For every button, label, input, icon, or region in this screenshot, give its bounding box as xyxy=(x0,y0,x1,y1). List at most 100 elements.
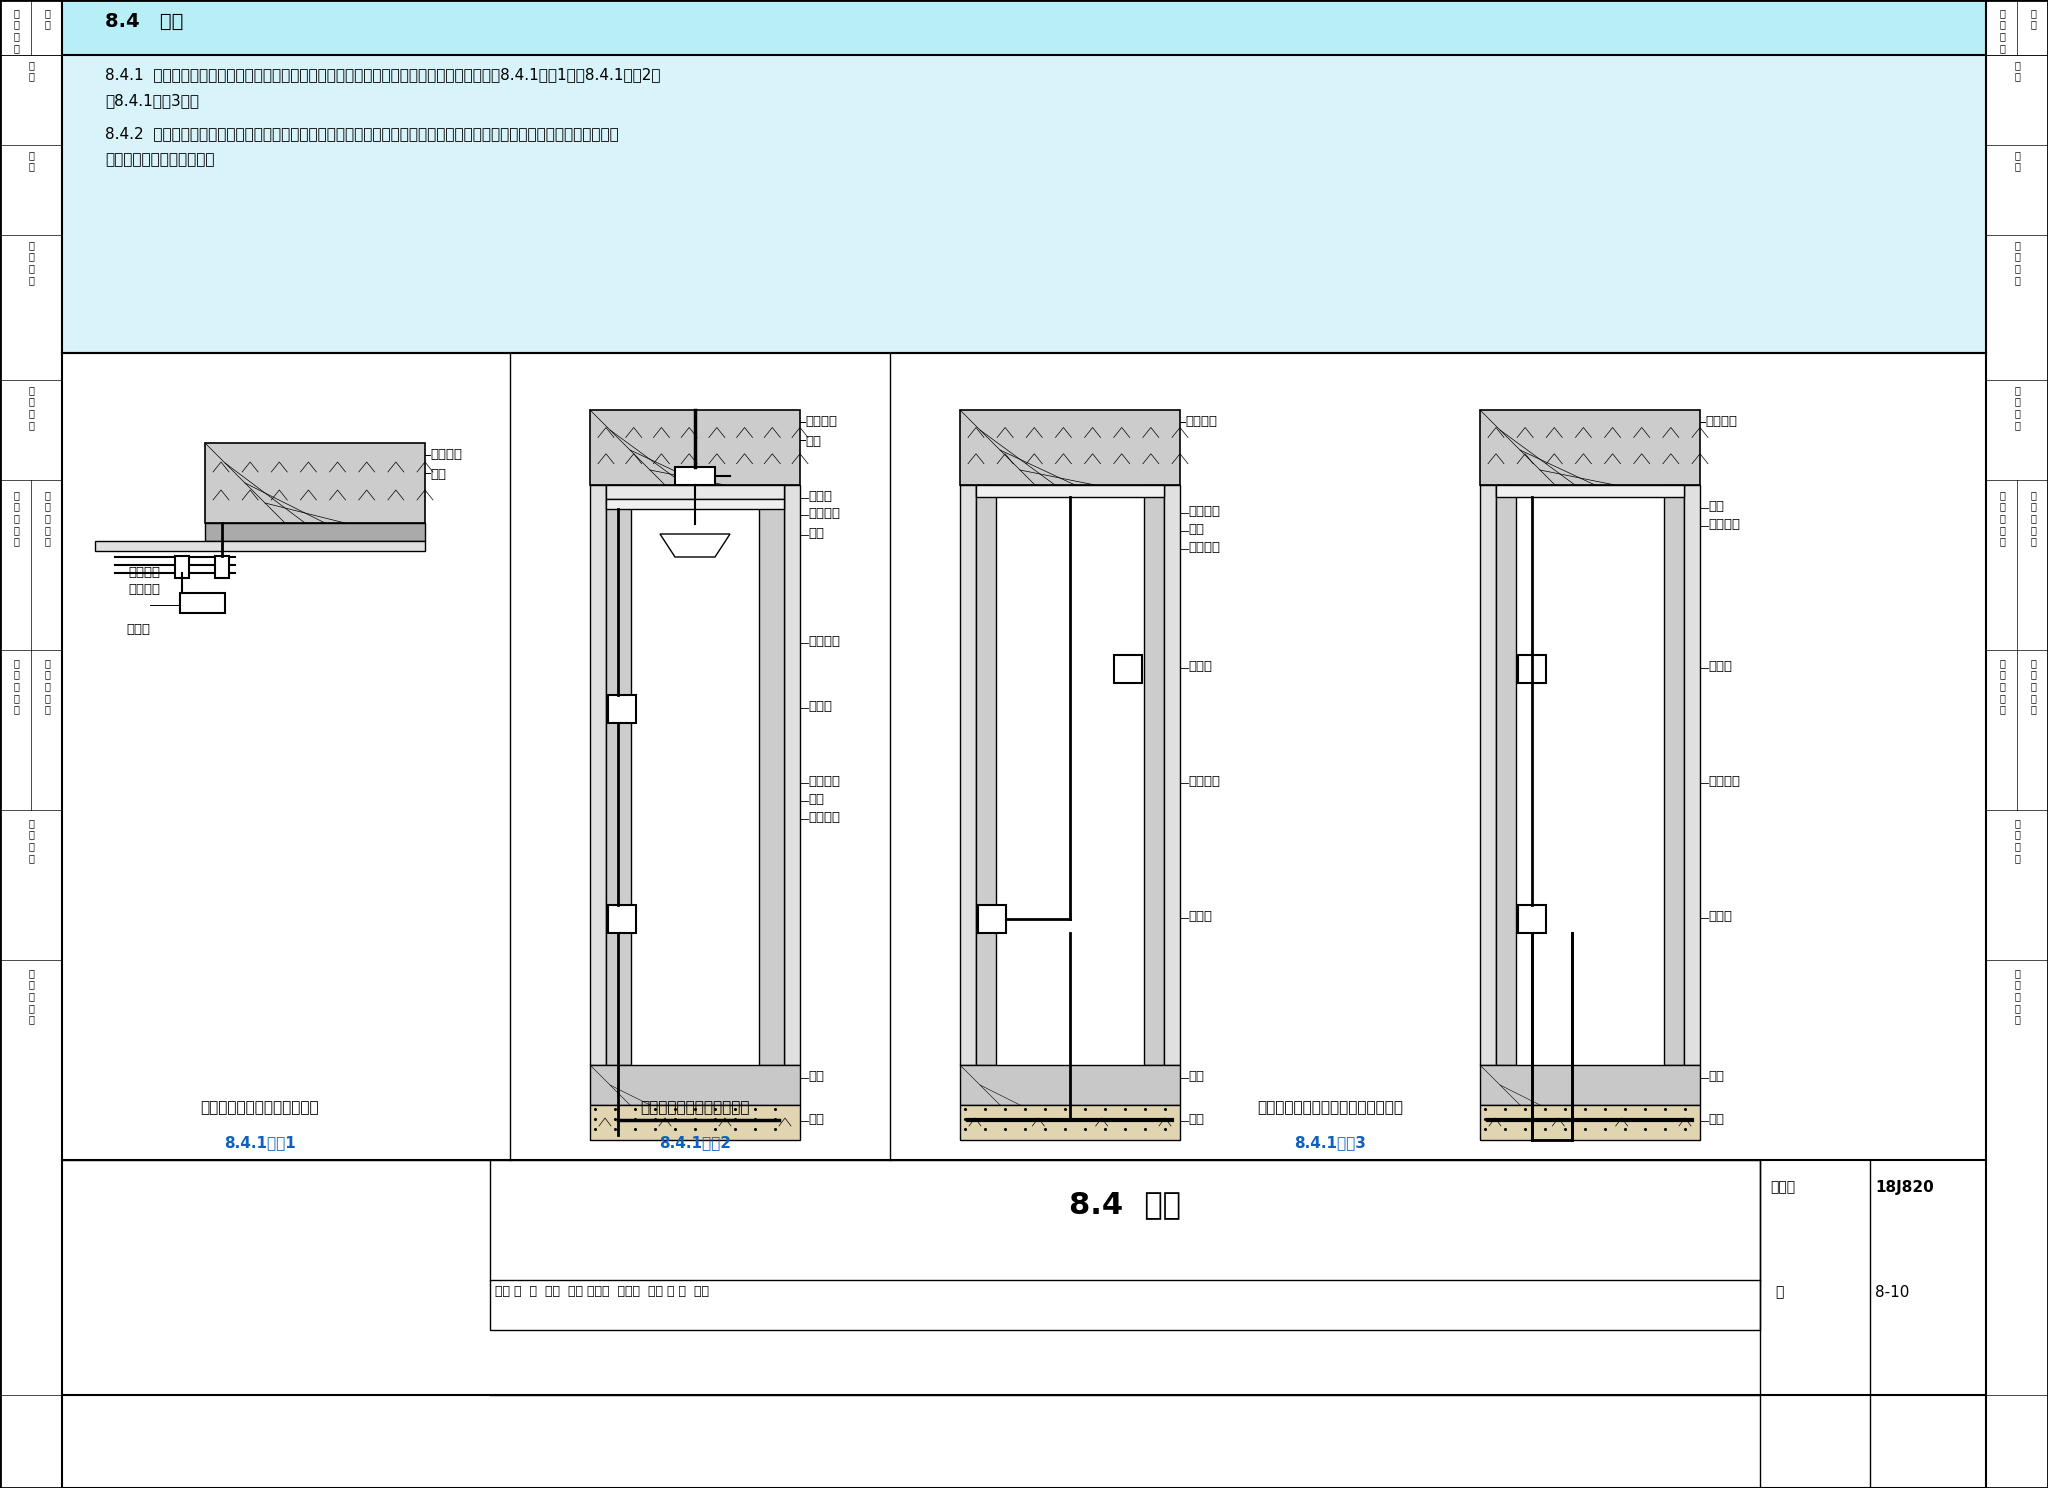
Text: 8-10: 8-10 xyxy=(1876,1286,1909,1301)
Text: 龙骨: 龙骨 xyxy=(809,793,823,806)
Text: 吊顶面板: 吊顶面板 xyxy=(129,583,160,597)
Bar xyxy=(205,443,426,522)
Text: 接线盒: 接线盒 xyxy=(1708,911,1733,923)
Bar xyxy=(784,485,801,1065)
Text: 审核 王  炜  工叶  校对 藤志刚  孙本钢  设计 赵 蕾  长星: 审核 王 炜 工叶 校对 藤志刚 孙本钢 设计 赵 蕾 长星 xyxy=(496,1286,709,1298)
Text: 8.4  电气: 8.4 电气 xyxy=(1069,1190,1182,1219)
Text: 【8.4.1图示3】。: 【8.4.1图示3】。 xyxy=(104,94,199,109)
Text: 建
筑
设
计: 建 筑 设 计 xyxy=(29,385,35,430)
Text: 地板: 地板 xyxy=(1188,1070,1204,1083)
Text: 隔墙面板: 隔墙面板 xyxy=(1188,504,1221,518)
Bar xyxy=(1987,0,2048,1488)
Text: 叠合楼板: 叠合楼板 xyxy=(1706,415,1737,429)
Text: 基
本
规
定: 基 本 规 定 xyxy=(2013,240,2019,284)
Text: 垫层: 垫层 xyxy=(1188,1113,1204,1126)
Bar xyxy=(676,467,715,485)
Bar xyxy=(94,542,426,551)
Text: 隔墙空腔: 隔墙空腔 xyxy=(1708,518,1741,531)
Bar xyxy=(1145,485,1163,1065)
Text: 叠合楼板: 叠合楼板 xyxy=(805,415,838,429)
Bar xyxy=(606,485,631,1065)
Bar xyxy=(1683,485,1700,1065)
Text: 隔墙空腔: 隔墙空腔 xyxy=(1188,542,1221,554)
Text: 连接管路: 连接管路 xyxy=(809,635,840,647)
Text: 垫层: 垫层 xyxy=(809,1113,823,1126)
Text: 8.4.1图示3: 8.4.1图示3 xyxy=(1294,1135,1366,1150)
Text: 面板内不应采用直敷布线。: 面板内不应采用直敷布线。 xyxy=(104,152,215,167)
Bar xyxy=(1481,1065,1700,1106)
Text: 垫层: 垫层 xyxy=(1708,1113,1724,1126)
Bar xyxy=(205,522,426,542)
Text: 地板: 地板 xyxy=(1708,1070,1724,1083)
Bar xyxy=(961,485,977,1065)
Text: 编
制
说
明: 编 制 说 明 xyxy=(12,7,18,52)
Text: 基
本
规
定: 基 本 规 定 xyxy=(29,240,35,284)
Text: 目
录: 目 录 xyxy=(45,7,49,30)
Text: 术
语: 术 语 xyxy=(29,150,35,171)
Text: 接线盒: 接线盒 xyxy=(1188,911,1212,923)
Text: 龙骨: 龙骨 xyxy=(1188,522,1204,536)
Text: 建
筑
内
装
体: 建 筑 内 装 体 xyxy=(1999,658,2005,714)
Text: 接线盒: 接线盒 xyxy=(809,699,831,713)
Text: 设
备
及
管
线: 设 备 及 管 线 xyxy=(29,969,35,1024)
Bar xyxy=(608,695,637,723)
Text: 照明管路: 照明管路 xyxy=(129,565,160,579)
Text: 目
录: 目 录 xyxy=(2030,7,2036,30)
Text: 总
则: 总 则 xyxy=(29,60,35,82)
Bar xyxy=(961,411,1180,485)
Bar xyxy=(180,594,225,613)
Text: 吊顶面板: 吊顶面板 xyxy=(809,507,840,519)
Bar xyxy=(590,1106,801,1140)
Text: 龙骨: 龙骨 xyxy=(1708,500,1724,513)
Bar xyxy=(1481,485,1495,1065)
Text: 编
制
说
明: 编 制 说 明 xyxy=(1999,7,2005,52)
Bar xyxy=(961,1106,1180,1140)
Bar xyxy=(590,411,801,485)
Bar xyxy=(489,1161,1759,1330)
Text: 连接管路: 连接管路 xyxy=(1708,775,1741,789)
Text: 与
内
装
部
品: 与 内 装 部 品 xyxy=(45,658,49,714)
Polygon shape xyxy=(659,534,729,557)
Bar xyxy=(61,55,1987,353)
Bar xyxy=(760,485,784,1065)
Bar xyxy=(1495,485,1683,497)
Bar xyxy=(1163,485,1180,1065)
Bar xyxy=(977,485,995,1065)
Text: 总
则: 总 则 xyxy=(2013,60,2019,82)
Bar xyxy=(1495,485,1516,1065)
Bar xyxy=(1481,411,1700,485)
Bar xyxy=(1518,905,1546,933)
Text: 围
护
结
构: 围 护 结 构 xyxy=(2013,818,2019,863)
Text: 隔墙面板: 隔墙面板 xyxy=(809,775,840,789)
Bar xyxy=(174,557,188,577)
Text: 建
筑
结
构
体: 建 筑 结 构 体 xyxy=(12,490,18,546)
Text: 隔墙插座接线盒与垫层管线连接做法: 隔墙插座接线盒与垫层管线连接做法 xyxy=(1257,1100,1403,1115)
Text: 与
主
体
部
件: 与 主 体 部 件 xyxy=(2030,490,2036,546)
Text: 8.4.1  装配式住宅套内电气管线宜敷设在楼板架空层或垫层内、吊顶内和隔墙空腔内等部位【8.4.1图示1】【8.4.1图示2】: 8.4.1 装配式住宅套内电气管线宜敷设在楼板架空层或垫层内、吊顶内和隔墙空腔内… xyxy=(104,67,662,82)
Bar xyxy=(1663,485,1683,1065)
Bar xyxy=(215,557,229,577)
Text: 与
内
装
部
品: 与 内 装 部 品 xyxy=(2030,658,2036,714)
Text: 8.4.2  当装配式住宅电气管线铺设在架空层时，应采取穿管或线槽保护等安全措施。在吊顶、隔墙、楼地面、保温层及装饰: 8.4.2 当装配式住宅电气管线铺设在架空层时，应采取穿管或线槽保护等安全措施。… xyxy=(104,126,618,141)
Text: 接线盒: 接线盒 xyxy=(1708,661,1733,673)
Text: 建
筑
结
构
体: 建 筑 结 构 体 xyxy=(1999,490,2005,546)
Text: 灯头盒: 灯头盒 xyxy=(809,490,831,503)
Bar xyxy=(590,485,606,1065)
Text: 吊顶: 吊顶 xyxy=(805,434,821,448)
Text: 页: 页 xyxy=(1776,1286,1784,1299)
Text: 与
主
体
部
件: 与 主 体 部 件 xyxy=(45,490,49,546)
Text: 灯头盒: 灯头盒 xyxy=(127,623,150,635)
Bar xyxy=(0,0,61,1488)
Text: 8.4.1图示2: 8.4.1图示2 xyxy=(659,1135,731,1150)
Bar xyxy=(1481,1106,1700,1140)
Bar xyxy=(608,905,637,933)
Text: 叠合楼板: 叠合楼板 xyxy=(1186,415,1217,429)
Text: 建
筑
设
计: 建 筑 设 计 xyxy=(2013,385,2019,430)
Text: 设
备
及
管
线: 设 备 及 管 线 xyxy=(2013,969,2019,1024)
Text: 连接管路: 连接管路 xyxy=(1188,775,1221,789)
Text: 18J820: 18J820 xyxy=(1876,1180,1933,1195)
Text: 叠合楼板: 叠合楼板 xyxy=(430,448,463,461)
Bar xyxy=(979,905,1006,933)
Text: 地板: 地板 xyxy=(809,1070,823,1083)
Bar xyxy=(61,0,1987,55)
